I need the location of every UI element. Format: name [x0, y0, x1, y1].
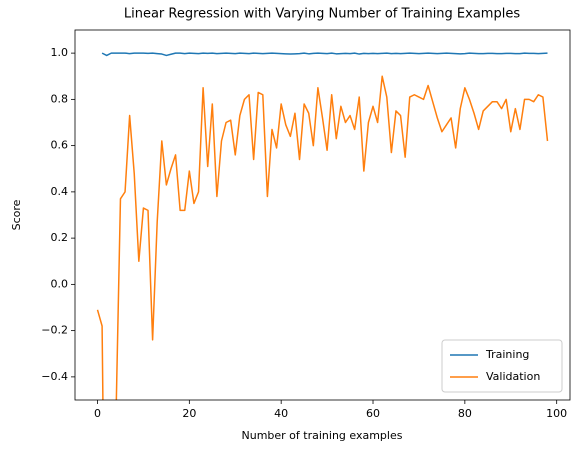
legend-label: Validation	[486, 370, 540, 383]
plot-area	[96, 52, 549, 400]
y-tick-label: 1.0	[51, 46, 69, 59]
x-tick-label: 0	[94, 407, 101, 420]
x-axis-label: Number of training examples	[242, 429, 403, 442]
x-tick-label: 20	[182, 407, 196, 420]
y-tick-label: −0.4	[41, 370, 68, 383]
series-line	[101, 52, 548, 57]
x-tick-label: 40	[274, 407, 288, 420]
y-tick-label: 0.2	[51, 231, 69, 244]
y-axis-label: Score	[10, 199, 23, 230]
axes-frame	[74, 29, 571, 401]
x-tick-label: 100	[546, 407, 567, 420]
chart-title: Linear Regression with Varying Number of…	[124, 7, 520, 22]
series-line	[96, 75, 549, 400]
legend-box	[441, 339, 563, 393]
x-tick-label: 80	[458, 407, 472, 420]
legend-label: Training	[485, 348, 529, 361]
y-tick-label: 0.0	[51, 277, 69, 290]
y-tick-label: 0.6	[51, 139, 69, 152]
y-tick-label: 0.8	[51, 92, 69, 105]
y-tick-label: 0.4	[51, 185, 69, 198]
x-tick-label: 60	[366, 407, 380, 420]
y-tick-label: −0.2	[41, 324, 68, 337]
